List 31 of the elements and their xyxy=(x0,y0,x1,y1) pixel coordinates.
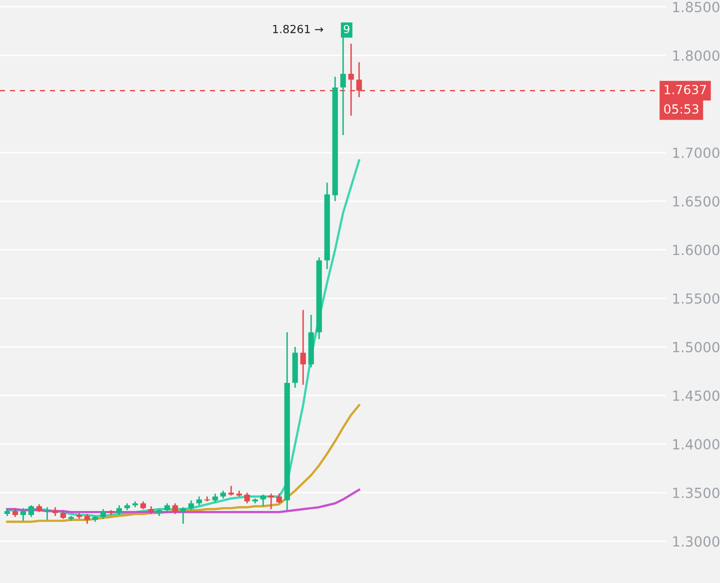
y-tick-label: 1.8000 xyxy=(673,50,720,61)
candlestick xyxy=(116,504,122,516)
annotation: 9 xyxy=(344,24,350,34)
candlestick xyxy=(28,504,34,518)
y-tick-label: 1.4000 xyxy=(673,439,720,450)
ref-line-label: 1.7637 xyxy=(664,84,706,94)
candlestick xyxy=(172,502,178,515)
y-tick-label: 1.4500 xyxy=(673,390,720,401)
candlestick xyxy=(276,492,282,504)
text: 05:53 xyxy=(664,104,698,114)
candlestick xyxy=(180,506,186,524)
y-tick-label: 1.8500 xyxy=(673,2,720,12)
candlestick xyxy=(84,513,90,524)
candlestick xyxy=(100,508,106,520)
y-tick-label: 1.6000 xyxy=(673,244,720,256)
y-tick-label: 1.6500 xyxy=(673,196,720,207)
y-tick-label: 1.3500 xyxy=(673,488,720,498)
candlestick xyxy=(244,492,250,504)
line-series xyxy=(6,404,360,523)
candlestick xyxy=(44,506,50,521)
candlestick xyxy=(300,309,306,386)
annotation: 1.8261 → xyxy=(273,24,324,34)
y-tick-label: 1.3000 xyxy=(673,536,720,547)
y-tick-label: 1.5000 xyxy=(673,342,720,352)
candlestick xyxy=(268,492,274,510)
candlestick xyxy=(188,500,194,511)
candlestick xyxy=(228,485,234,496)
y-tick-label: 1.5500 xyxy=(673,293,720,304)
candlestick xyxy=(20,507,26,522)
candlestick xyxy=(260,494,266,507)
y-tick-label: 1.7000 xyxy=(673,148,720,158)
